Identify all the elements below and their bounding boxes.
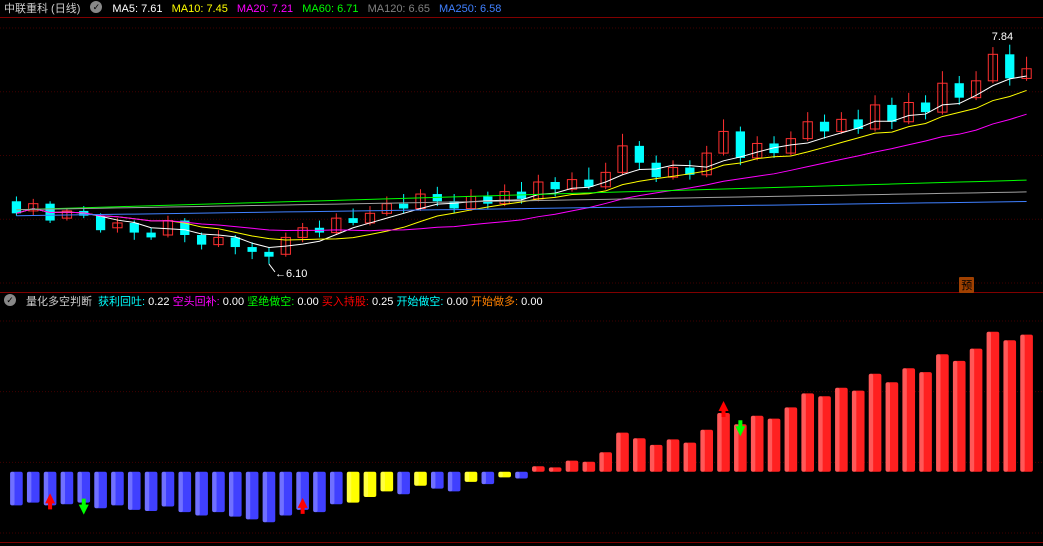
stock-title: 中联重科 (日线)	[4, 0, 80, 17]
indicator-badge-icon[interactable]: ✓	[4, 294, 16, 306]
price-high-label: 7.84	[992, 31, 1013, 43]
indicator-item: 空头回补: 0.00	[173, 296, 245, 308]
indicator-item: 获利回吐: 0.22	[98, 296, 170, 308]
upper-header: 中联重科 (日线) ✓ MA5: 7.61 MA10: 7.45 MA20: 7…	[0, 0, 1043, 18]
indicator-item: 开始做空: 0.00	[396, 296, 468, 308]
indicator-item: 坚绝做空: 0.00	[247, 296, 319, 308]
indicator-chart[interactable]	[0, 311, 1043, 543]
indicator-item: 买入持股: 0.25	[322, 296, 394, 308]
ma-item: MA20: 7.21	[237, 3, 293, 15]
ma-item: MA120: 6.65	[368, 3, 430, 15]
price-low-label: ←6.10	[275, 268, 307, 280]
ma-item: MA60: 6.71	[302, 3, 358, 15]
ma-item: MA10: 7.45	[172, 3, 228, 15]
ma-item: MA250: 6.58	[439, 3, 501, 15]
info-badge-icon[interactable]: ✓	[90, 1, 102, 13]
lower-header: ✓ 量化多空判断 获利回吐: 0.22 空头回补: 0.00 坚绝做空: 0.0…	[0, 293, 1043, 311]
ma-list: MA5: 7.61 MA10: 7.45 MA20: 7.21 MA60: 6.…	[112, 0, 507, 17]
candlestick-chart[interactable]: 7.84 ←6.10 预	[0, 18, 1043, 293]
forecast-badge: 预	[959, 277, 974, 293]
indicator-item: 开始做多: 0.00	[471, 296, 543, 308]
indicator-title: 量化多空判断	[26, 293, 92, 311]
ma-item: MA5: 7.61	[112, 3, 162, 15]
indicator-list: 获利回吐: 0.22 空头回补: 0.00 坚绝做空: 0.00 买入持股: 0…	[98, 293, 543, 311]
